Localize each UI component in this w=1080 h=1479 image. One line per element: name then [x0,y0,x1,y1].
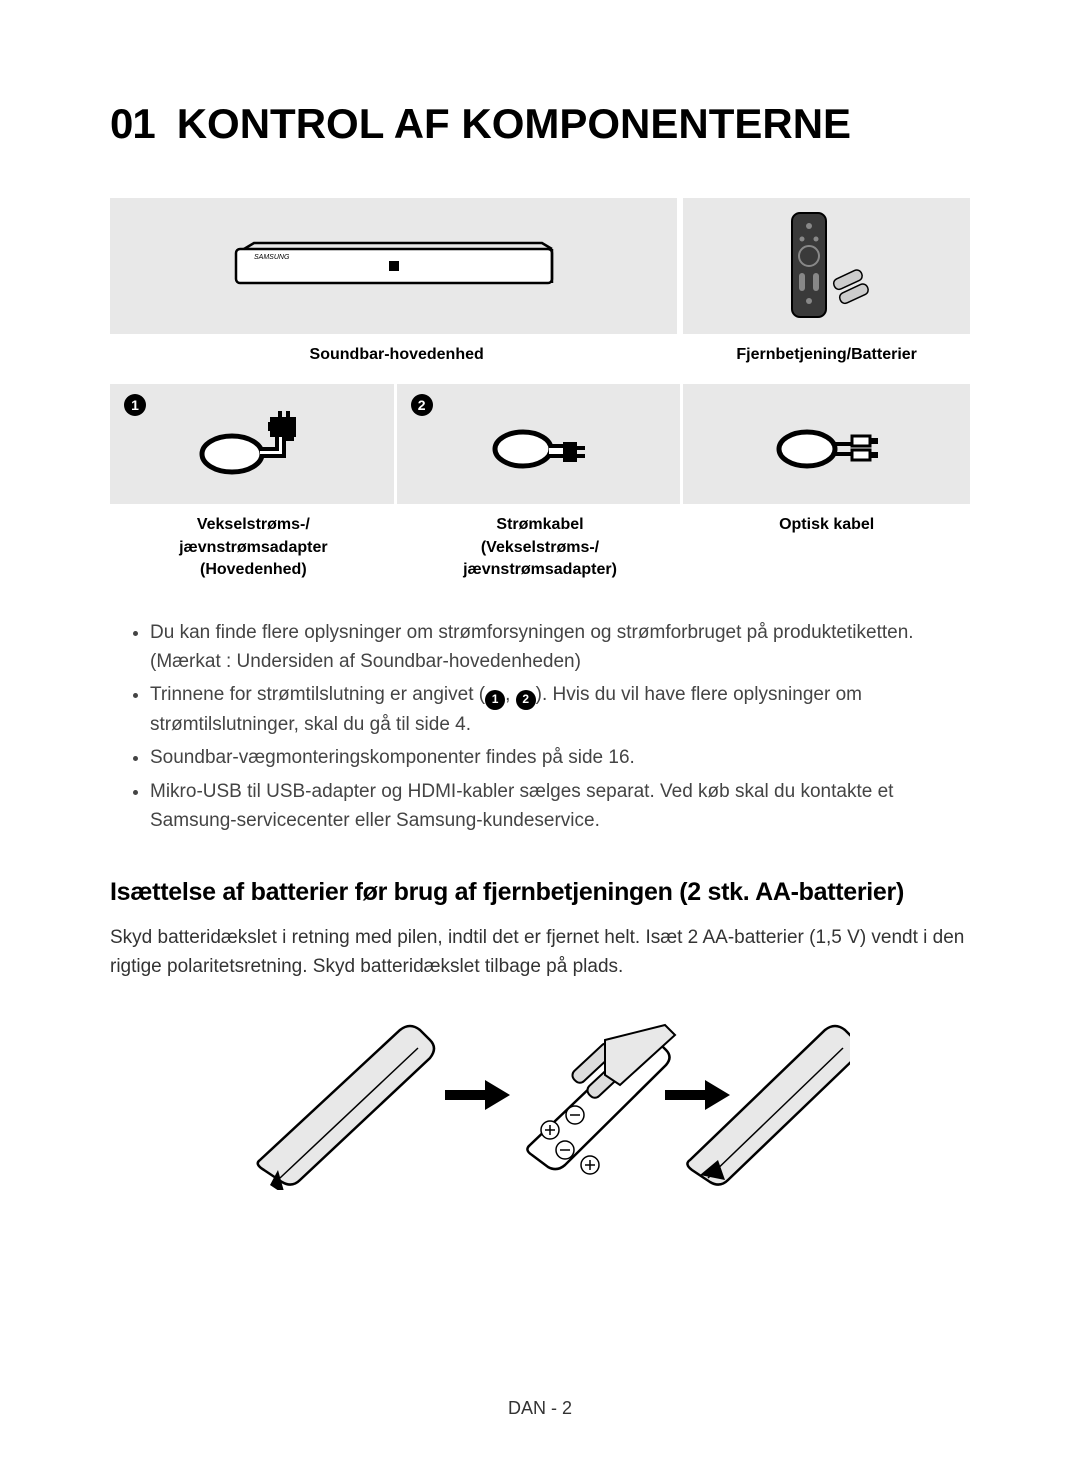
battery-heading: Isættelse af batterier før brug af fjern… [110,878,970,907]
optical-cable-icon [767,414,887,474]
remote-label: Fjernbetjening/Batterier [683,334,970,384]
page-title: 01 KONTROL AF KOMPONENTERNE [110,100,970,148]
note-item: Du kan finde flere oplysninger om strømf… [150,618,970,677]
note-item: Mikro-USB til USB-adapter og HDMI-kabler… [150,777,970,836]
battery-install-icon [230,1000,850,1190]
title-text: KONTROL AF KOMPONENTERNE [177,100,851,148]
optical-cable-image-cell [683,384,970,504]
arrow-icon [445,1080,510,1110]
remote-icon [782,211,872,321]
inline-badge-1: 1 [485,690,505,710]
arrow-icon [665,1080,730,1110]
note-text: Trinnene for strømtilslutning er angivet… [150,684,485,705]
components-grid: SAMSUNG Soundbar-hovedenhed Fjernbetjeni… [110,198,970,600]
inline-badge-2: 2 [516,690,536,710]
optical-label: Optisk kabel [683,504,970,599]
note-text: , [505,684,516,705]
notes-list: Du kan finde flere oplysninger om strømf… [110,618,970,836]
soundbar-label: Soundbar-hovedenhed [110,334,683,384]
adapter-image-cell: 1 [110,384,394,504]
note-item: Soundbar-vægmonteringskomponenter findes… [150,743,970,772]
note-item: Trinnene for strømtilslutning er angivet… [150,680,970,739]
soundbar-icon: SAMSUNG [234,241,554,291]
page-footer: DAN - 2 [0,1398,1080,1419]
remote-image-cell [683,198,970,334]
adapter-label: Vekselstrøms-/ jævnstrømsadapter (Hovede… [110,504,397,599]
power-cable-image-cell: 2 [397,384,681,504]
badge-2: 2 [411,394,433,416]
power-cable-icon [483,414,593,474]
battery-body: Skyd batteridækslet i retning med pilen,… [110,923,970,982]
soundbar-image-cell: SAMSUNG [110,198,677,334]
badge-1: 1 [124,394,146,416]
battery-diagram [110,1000,970,1190]
svg-text:SAMSUNG: SAMSUNG [254,254,290,261]
adapter-icon [192,409,312,479]
title-number: 01 [110,100,155,148]
power-cable-label: Strømkabel (Vekselstrøms-/ jævnstrømsada… [397,504,684,599]
